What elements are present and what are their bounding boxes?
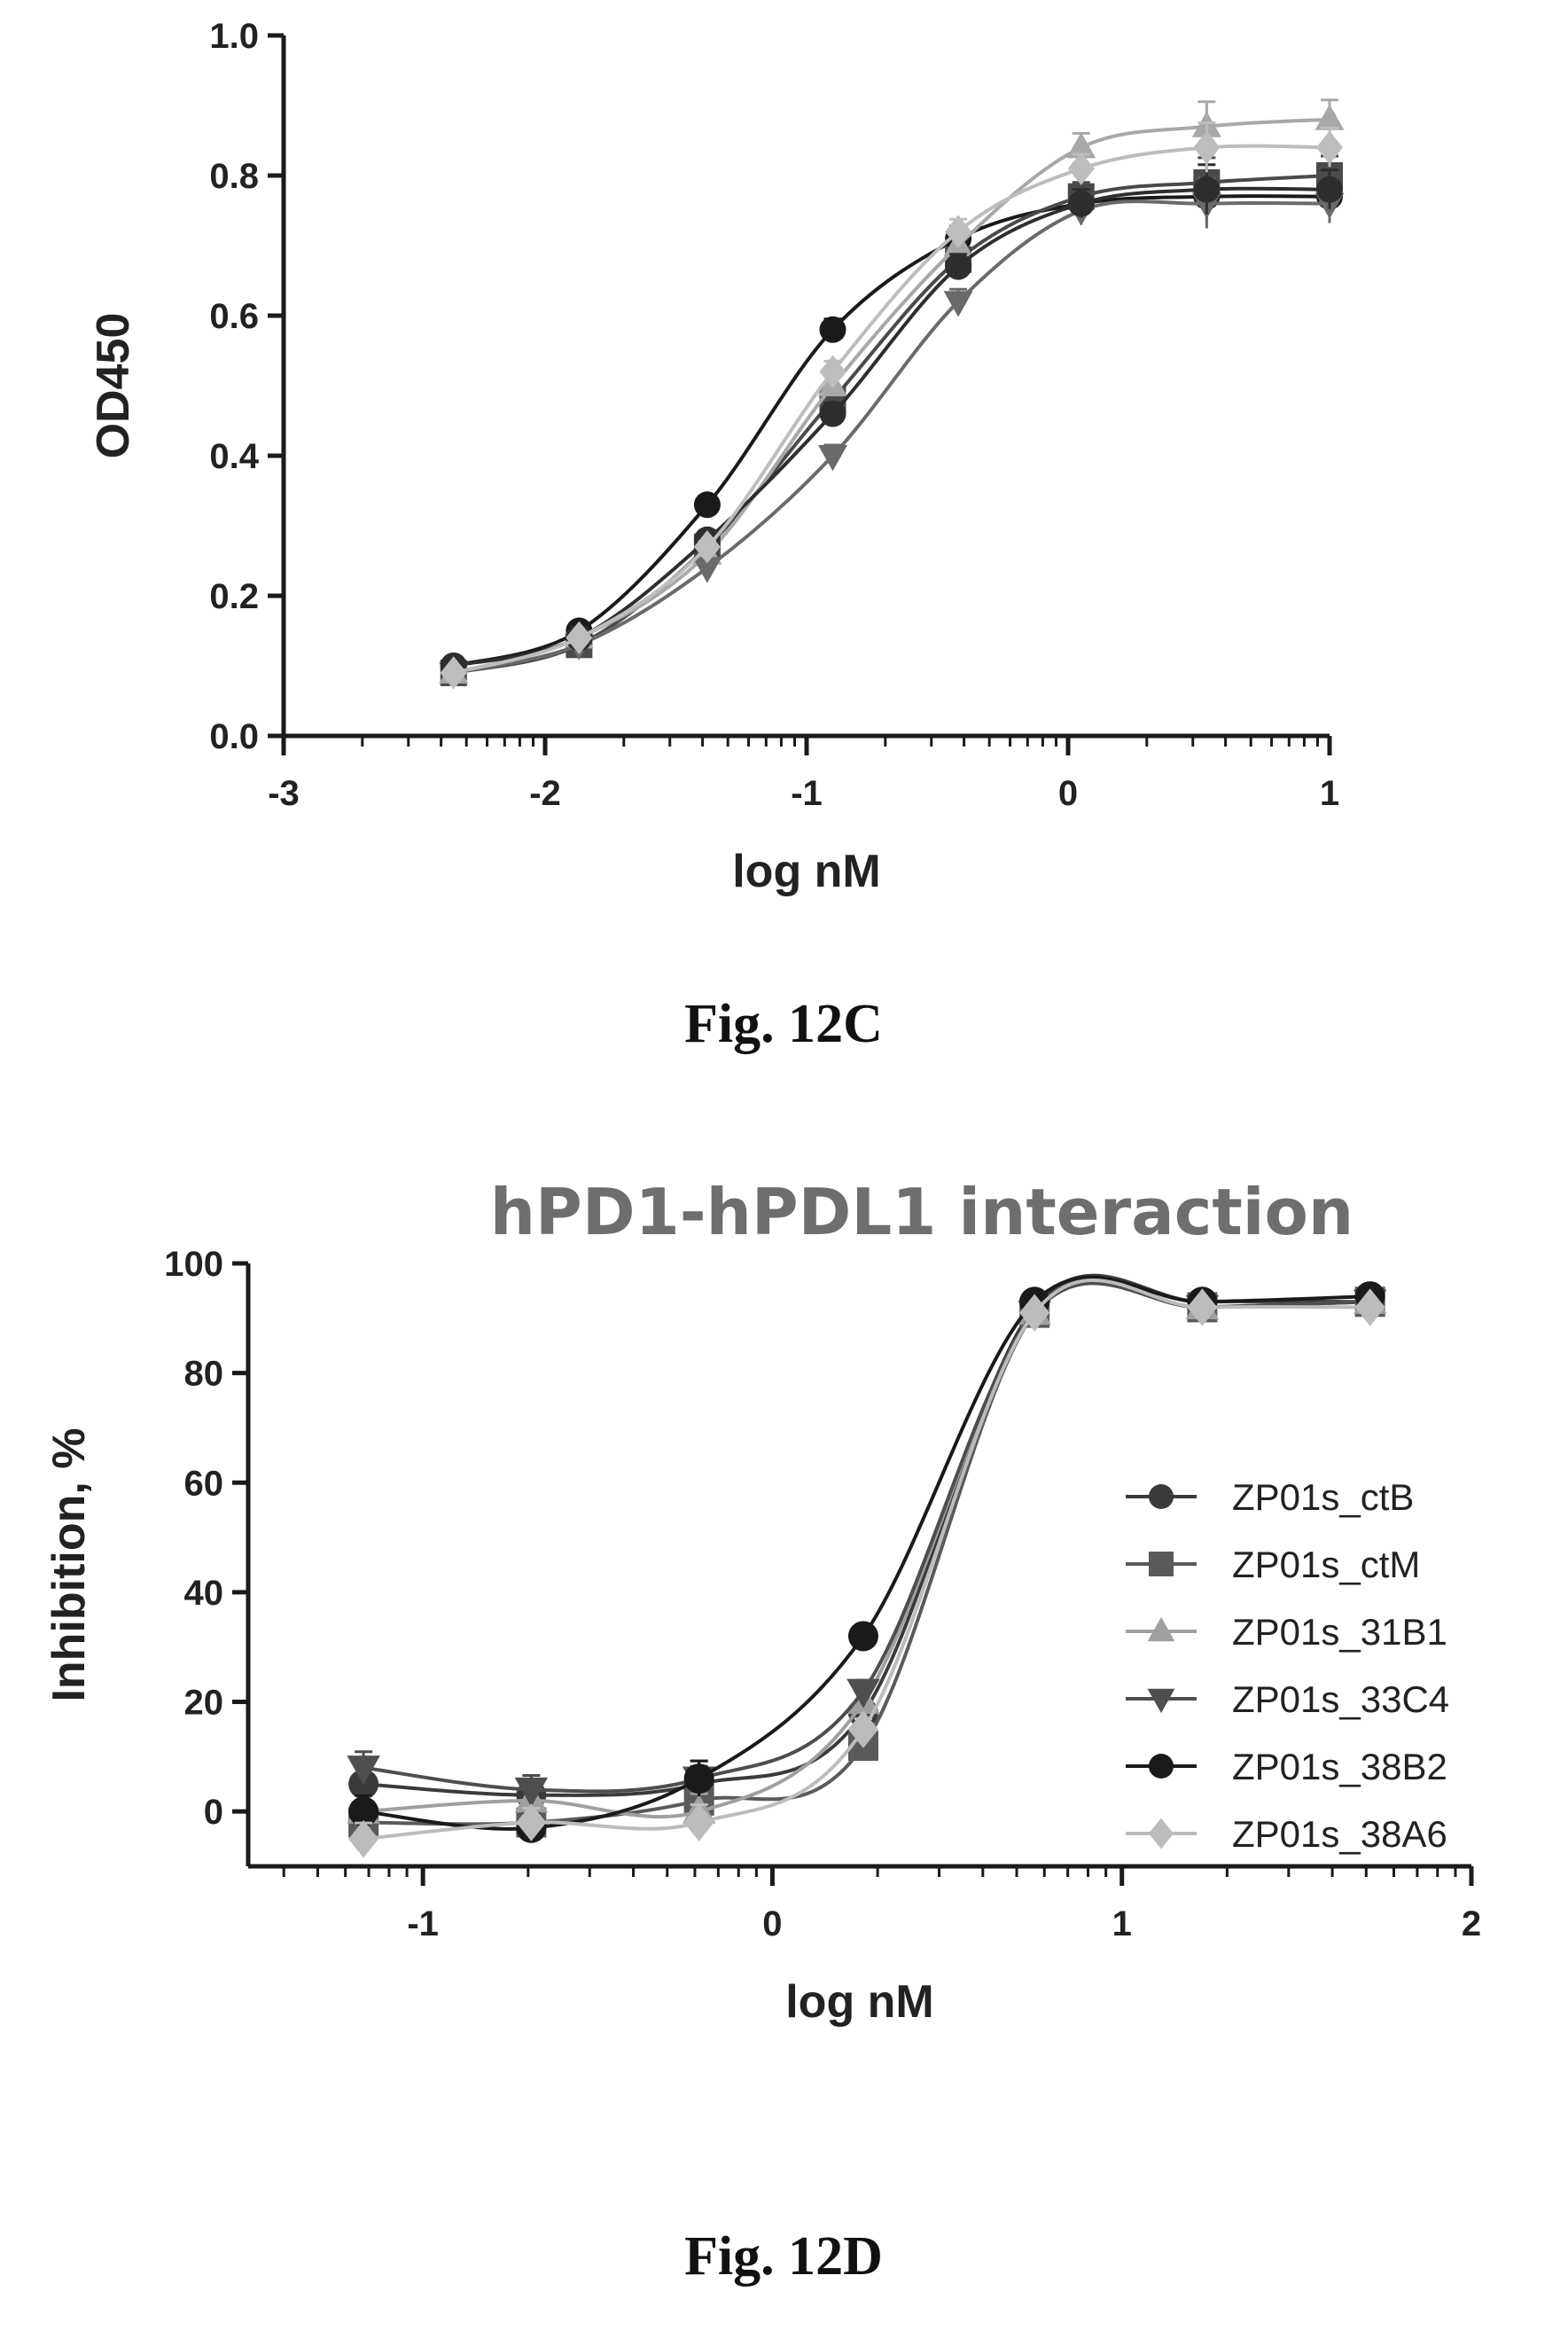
x-tick-label: 1 — [1112, 1904, 1132, 1943]
y-tick-label: 0.4 — [209, 437, 259, 476]
y-axis-title: OD450 — [88, 313, 139, 459]
data-point — [566, 621, 593, 655]
data-point — [1316, 130, 1343, 165]
y-tick-label: 0.8 — [209, 157, 259, 196]
legend-marker — [1149, 1754, 1174, 1779]
x-tick-label: -2 — [529, 774, 561, 813]
y-tick-label: 100 — [164, 1245, 223, 1284]
legend-marker — [1147, 1616, 1175, 1642]
chart-fig-12d: 0 20 40 60 80 100 -1 0 1 2 log nM Inhibition, % — [43, 1245, 1481, 2028]
legend-label: ZP01s_38A6 — [1232, 1813, 1447, 1855]
y-tick-label: 0.2 — [209, 577, 259, 616]
data-point — [440, 656, 467, 690]
x-tick-label: -3 — [268, 774, 300, 813]
data-point — [1066, 132, 1096, 159]
data-point — [693, 529, 721, 564]
x-tick-label: 0 — [1058, 774, 1078, 813]
y-tick-label: 60 — [184, 1464, 224, 1503]
y-tick-label: 80 — [184, 1355, 224, 1394]
fig-12d-caption: Fig. 12D — [684, 2226, 883, 2287]
data-point — [943, 291, 973, 317]
data-point — [945, 215, 972, 248]
fig-12c-caption: Fig. 12C — [684, 994, 883, 1054]
data-point — [1187, 1288, 1218, 1326]
series-curve — [453, 186, 1330, 668]
x-tick-label: 0 — [762, 1904, 782, 1943]
data-point — [1019, 1294, 1050, 1332]
series-curve — [453, 194, 1330, 668]
legend: ZP01s_ctB ZP01s_ctM ZP01s_31B1 ZP01s_33C4 ZP… — [1126, 1476, 1449, 1855]
data-point — [945, 253, 972, 280]
x-tick-label: 2 — [1462, 1904, 1481, 1943]
data-point — [819, 355, 846, 388]
data-point — [348, 1819, 379, 1858]
data-point — [683, 1803, 714, 1841]
data-point — [819, 400, 846, 427]
x-tick-label: -1 — [791, 774, 823, 813]
data-point — [818, 445, 847, 472]
y-tick-label: 40 — [184, 1574, 224, 1613]
series-curve — [453, 144, 1330, 675]
y-tick-label: 20 — [184, 1684, 224, 1723]
data-point — [1193, 130, 1221, 165]
y-tick-label: 0.0 — [209, 717, 259, 756]
data-point — [1316, 176, 1343, 203]
legend-marker — [1147, 1688, 1175, 1714]
legend-label: ZP01s_31B1 — [1232, 1611, 1447, 1653]
x-axis-title: log nM — [785, 1976, 934, 2028]
data-point — [683, 1763, 714, 1795]
legend-marker — [1149, 1818, 1174, 1849]
x-axis-title: log nM — [732, 846, 881, 897]
series-curve — [453, 199, 1330, 675]
y-axis-title: Inhibition, % — [43, 1427, 95, 1701]
x-tick-label: 1 — [1320, 774, 1339, 813]
y-tick-label: 0.6 — [209, 297, 259, 336]
data-point — [1067, 152, 1095, 185]
legend-marker — [1149, 1552, 1174, 1576]
data-point — [846, 1678, 880, 1709]
legend-marker — [1149, 1484, 1174, 1509]
y-tick-label: 0 — [204, 1793, 223, 1832]
y-tick-label: 1.0 — [209, 17, 259, 56]
data-point — [819, 316, 846, 343]
data-point — [1354, 1288, 1385, 1326]
data-point — [1314, 104, 1345, 130]
legend-label: ZP01s_ctB — [1232, 1476, 1414, 1518]
legend-label: ZP01s_ctM — [1232, 1544, 1420, 1585]
data-point — [693, 491, 721, 519]
data-point — [1193, 176, 1221, 203]
data-point — [348, 1796, 379, 1827]
data-point — [347, 1755, 380, 1786]
series-curve — [453, 174, 1330, 675]
chart-fig-12c: 0.0 0.2 0.4 0.6 0.8 1.0 -3 -2 -1 0 1 log nM OD450 — [88, 17, 1345, 897]
data-point — [514, 1777, 549, 1808]
legend-label: ZP01s_33C4 — [1232, 1678, 1449, 1720]
x-tick-label: -1 — [407, 1904, 439, 1943]
chart-12d-title: hPD1-hPDL1 interaction — [490, 1175, 1353, 1249]
data-point — [847, 1621, 878, 1652]
data-point — [516, 1803, 547, 1841]
data-point — [1067, 190, 1095, 217]
legend-label: ZP01s_38B2 — [1232, 1746, 1447, 1787]
data-point — [692, 557, 722, 583]
data-point — [847, 1710, 878, 1748]
